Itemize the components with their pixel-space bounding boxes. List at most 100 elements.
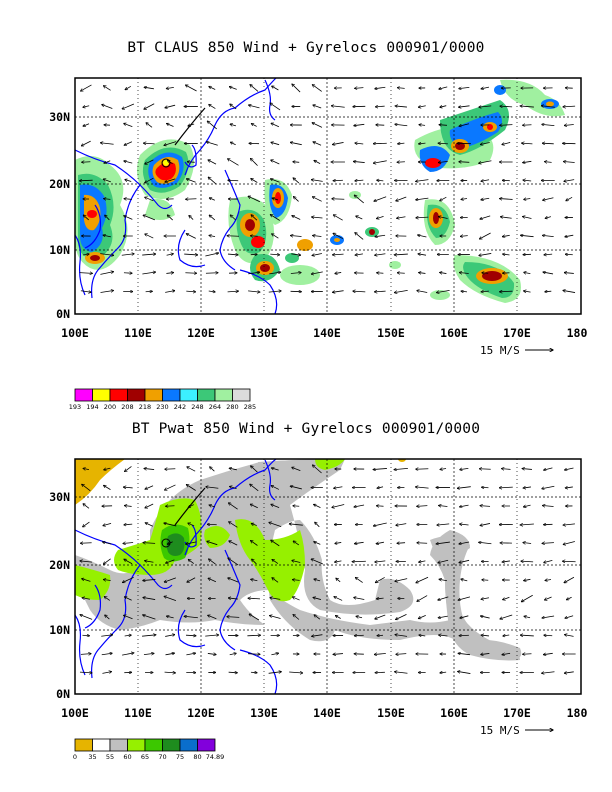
wind-vector-arrow — [480, 616, 490, 619]
claus-map-title: BT CLAUS 850 Wind + Gyrelocs 000901/0000 — [127, 40, 485, 56]
wind-vector-arrow — [335, 542, 342, 543]
wind-vector-arrow — [461, 579, 468, 581]
wind-vector-arrow — [102, 105, 113, 109]
lon-label: 130E — [250, 326, 278, 340]
pwat-map-frame — [74, 458, 582, 695]
lon-label: 180 — [567, 706, 588, 720]
wind-vector-arrow — [125, 180, 132, 182]
lon-label: 150E — [377, 706, 405, 720]
wind-vector-arrow — [248, 272, 259, 275]
wind-vector-arrow — [458, 653, 470, 654]
wind-vector-arrow — [481, 87, 490, 89]
wind-vector-arrow — [79, 672, 92, 673]
wind-vector-arrow — [544, 635, 553, 636]
lon-label: 160E — [440, 706, 468, 720]
wind-vector-arrow — [544, 596, 552, 600]
wind-vector-arrow — [289, 672, 303, 673]
wind-vector-arrow — [269, 272, 280, 275]
wind-vector-arrow — [502, 235, 510, 236]
wind-vector-arrow — [479, 469, 491, 470]
colorbar-label: 35 — [88, 753, 96, 761]
wind-vector-arrow — [103, 579, 111, 580]
wind-vector-arrow — [208, 291, 215, 292]
pwat-wind-vectors — [80, 465, 576, 674]
wind-vector-arrow — [460, 615, 469, 618]
wind-vector-arrow — [313, 597, 322, 600]
wind-vector-arrow — [545, 217, 551, 219]
wind-vector-arrow — [144, 103, 155, 110]
wind-vector-arrow — [333, 233, 344, 240]
claus-wind-vectors — [79, 84, 576, 293]
wind-vector-arrow — [440, 272, 447, 273]
wind-vector-arrow — [398, 143, 405, 144]
wind-vector-arrow — [332, 199, 345, 200]
wind-vector-arrow — [143, 579, 156, 580]
wind-vector-arrow — [311, 559, 324, 565]
wind-vector-arrow — [375, 235, 386, 236]
pwat-graticule — [75, 459, 581, 694]
lon-label: 100E — [61, 326, 89, 340]
wind-vector-arrow — [439, 125, 448, 126]
colorbar-label: 70 — [158, 753, 166, 761]
wind-vector-arrow — [416, 576, 429, 583]
wind-vector-arrow — [184, 254, 198, 255]
colorbar-swatch — [197, 738, 216, 752]
lat-label: 30N — [49, 110, 70, 124]
wind-vector-arrow — [542, 506, 554, 507]
wind-vector-arrow — [209, 505, 216, 507]
wind-vector-arrow — [184, 616, 198, 617]
wind-vector-arrow — [460, 468, 469, 469]
wind-vector-arrow — [332, 142, 344, 144]
wind-vector-arrow — [145, 159, 154, 164]
colorbar-label: 248 — [191, 403, 203, 411]
wind-vector-arrow — [542, 124, 555, 125]
colorbar-swatch — [127, 738, 146, 752]
wind-vector-arrow — [188, 504, 195, 508]
wind-vector-arrow — [249, 105, 260, 109]
wind-vector-arrow — [440, 106, 447, 108]
wind-vector-arrow — [377, 180, 384, 181]
wind-vector-arrow — [269, 522, 282, 528]
wind-vector-arrow — [270, 179, 280, 183]
wind-vector-arrow — [353, 291, 366, 292]
lon-label: 110E — [124, 326, 152, 340]
wind-vector-arrow — [146, 123, 153, 128]
wind-vector-arrow — [124, 635, 132, 636]
wind-vector-arrow — [83, 521, 90, 527]
wind-vector-arrow — [333, 215, 343, 221]
wind-vector-arrow — [145, 485, 154, 489]
wind-vector-arrow — [418, 615, 426, 618]
wind-vector-arrow — [544, 254, 553, 255]
wind-vector-arrow — [100, 272, 113, 275]
wind-vector-arrow — [230, 124, 237, 126]
wind-vector-arrow — [143, 543, 156, 544]
wind-vector-arrow — [394, 468, 408, 469]
wind-vector-arrow — [144, 468, 155, 469]
wind-vector-arrow — [522, 143, 533, 144]
wind-vector-arrow — [143, 597, 156, 600]
wind-vector-arrow — [145, 561, 154, 563]
wind-vector-arrow — [523, 291, 531, 292]
wind-vector-arrow — [270, 254, 279, 255]
wind-vector-arrow — [417, 595, 428, 602]
colorbar-label: 242 — [174, 403, 186, 411]
wind-vector-arrow — [82, 598, 90, 599]
wind-vector-arrow — [143, 615, 156, 620]
wind-vector-arrow — [292, 560, 301, 563]
wind-vector-arrow — [375, 254, 386, 255]
wind-vector-arrow — [562, 561, 576, 562]
wind-vector-arrow — [520, 235, 534, 236]
wind-vector-arrow — [230, 142, 236, 146]
wind-vector-arrow — [289, 524, 303, 525]
wind-vector-arrow — [210, 467, 215, 472]
wind-vector-arrow — [189, 215, 194, 220]
wind-vector-arrow — [373, 522, 387, 526]
cloud-brightness-temperature-field — [75, 79, 565, 303]
colorbar-swatch — [162, 388, 181, 402]
lon-label: 100E — [61, 706, 89, 720]
wind-vector-arrow — [271, 468, 279, 471]
wind-vector-arrow — [565, 467, 574, 470]
wind-vector-arrow — [271, 123, 280, 128]
wind-vector-arrow — [396, 523, 407, 526]
wind-vector-arrow — [459, 559, 470, 562]
